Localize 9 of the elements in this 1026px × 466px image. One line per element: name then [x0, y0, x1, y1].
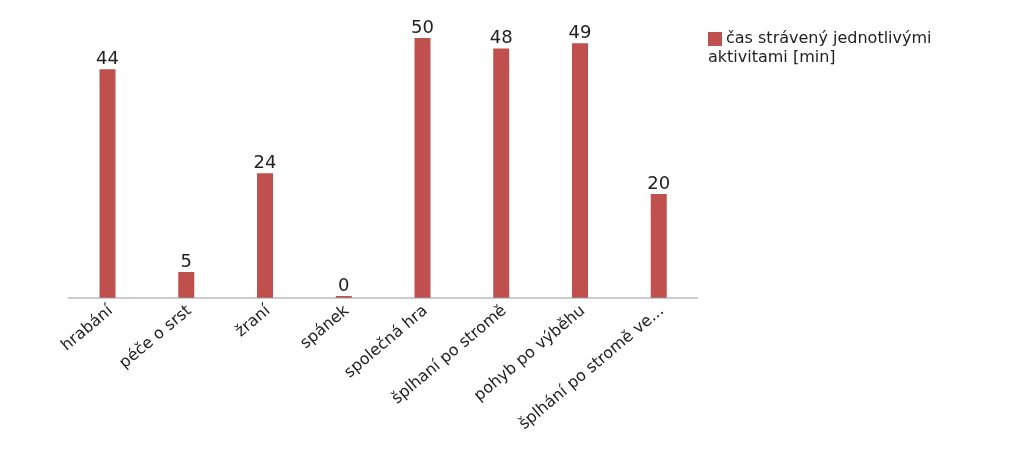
data-label: 20	[647, 172, 671, 193]
data-label: 24	[253, 151, 277, 173]
data-label: 49	[568, 21, 592, 43]
data-label: 48	[489, 26, 513, 48]
legend-label: čas strávený jednotlivými aktivitami [min]	[708, 28, 932, 66]
data-label: 44	[96, 47, 119, 69]
data-label: 50	[411, 16, 434, 37]
data-label: 5	[180, 250, 192, 271]
data-label: 0	[338, 274, 350, 295]
